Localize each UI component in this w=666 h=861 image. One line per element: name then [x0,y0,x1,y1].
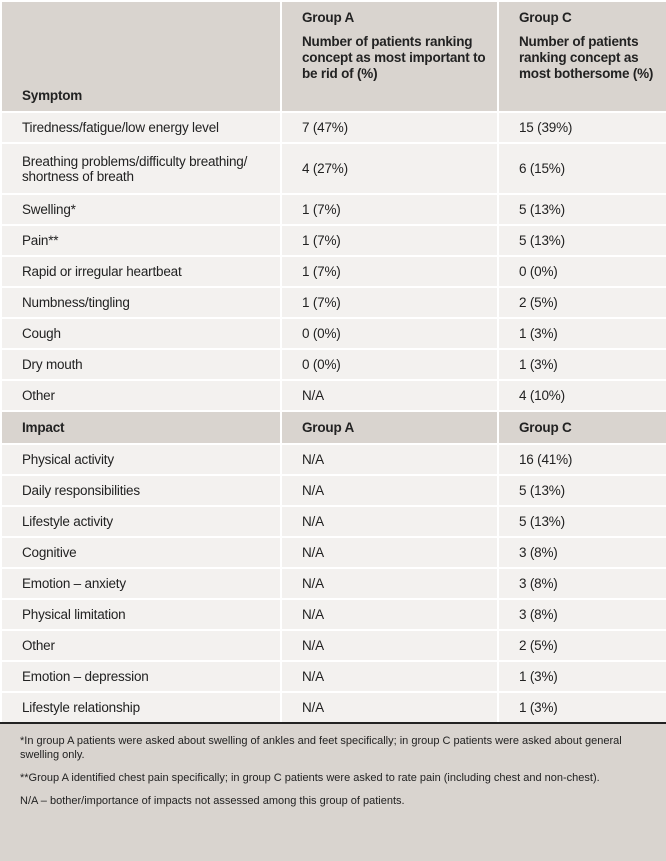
header-cell: Impact [0,410,282,445]
cell: 4 (27%) [280,142,499,195]
cell: Tiredness/fatigue/low energy level [0,111,282,144]
row: Dry mouth 0 (0%) 1 (3%) [0,348,666,381]
row: Cognitive N/A 3 (8%) [0,536,666,569]
cell: Pain** [0,224,282,257]
section-header-row: Impact Group A Group C [0,410,666,445]
cell: Daily responsibilities [0,474,282,507]
cell: Rapid or irregular heartbeat [0,255,282,288]
cell: Cognitive [0,536,282,569]
cell: Physical activity [0,443,282,476]
cell: N/A [280,629,499,662]
row: Numbness/tingling 1 (7%) 2 (5%) [0,286,666,319]
cell: 1 (7%) [280,193,499,226]
footnote: *In group A patients were asked about sw… [20,735,622,761]
table: Symptom Group A Number of patients rankin… [0,0,666,724]
header-cell: Group A [280,410,499,445]
cell: 1 (3%) [497,317,666,350]
cell: 15 (39%) [497,111,666,144]
group-desc: Number of patients ranking concept as mo… [519,34,654,81]
cell: 3 (8%) [497,536,666,569]
row: Lifestyle relationship N/A 1 (3%) [0,691,666,724]
cell: Breathing problems/difficulty breathing/… [0,142,282,195]
header-cell: Group C Number of patients ranking concep… [497,0,666,113]
cell: 1 (7%) [280,286,499,319]
header-cell: Symptom [0,0,282,113]
row: Pain** 1 (7%) 5 (13%) [0,224,666,257]
group-desc: Number of patients ranking concept as mo… [302,34,486,81]
row: Physical activity N/A 16 (41%) [0,443,666,476]
cell: N/A [280,536,499,569]
cell: 1 (3%) [497,660,666,693]
cell: Dry mouth [0,348,282,381]
cell: 5 (13%) [497,193,666,226]
cell: 0 (0%) [280,348,499,381]
footnotes: *In group A patients were asked about sw… [0,724,666,808]
cell: 5 (13%) [497,505,666,538]
row: Rapid or irregular heartbeat 1 (7%) 0 (0%) [0,255,666,288]
cell: 3 (8%) [497,598,666,631]
cell: 7 (47%) [280,111,499,144]
cell: 3 (8%) [497,567,666,600]
cell: 1 (7%) [280,224,499,257]
header-cell: Group A Number of patients ranking concep… [280,0,499,113]
cell: Swelling* [0,193,282,226]
cell: Other [0,629,282,662]
cell: N/A [280,598,499,631]
cell: 1 (3%) [497,348,666,381]
cell: N/A [280,379,499,412]
cell: 0 (0%) [280,317,499,350]
row: Other N/A 2 (5%) [0,629,666,662]
cell: 6 (15%) [497,142,666,195]
cell: 4 (10%) [497,379,666,412]
cell: Other [0,379,282,412]
cell: Physical limitation [0,598,282,631]
row: Breathing problems/difficulty breathing/… [0,142,666,195]
cell: N/A [280,567,499,600]
cell: 5 (13%) [497,474,666,507]
cell: N/A [280,660,499,693]
cell: 5 (13%) [497,224,666,257]
cell: Cough [0,317,282,350]
row: Cough 0 (0%) 1 (3%) [0,317,666,350]
cell: N/A [280,474,499,507]
footnote: **Group A identified chest pain specific… [20,772,600,784]
cell: 2 (5%) [497,286,666,319]
row: Other N/A 4 (10%) [0,379,666,412]
cell: 1 (3%) [497,691,666,724]
footnote: N/A – bother/importance of impacts not a… [20,795,405,807]
row: Daily responsibilities N/A 5 (13%) [0,474,666,507]
row: Emotion – depression N/A 1 (3%) [0,660,666,693]
cell: N/A [280,443,499,476]
cell: 2 (5%) [497,629,666,662]
cell: Emotion – depression [0,660,282,693]
cell: 1 (7%) [280,255,499,288]
cell: 16 (41%) [497,443,666,476]
row: Lifestyle activity N/A 5 (13%) [0,505,666,538]
cell: Lifestyle activity [0,505,282,538]
cell: N/A [280,505,499,538]
row: Emotion – anxiety N/A 3 (8%) [0,567,666,600]
header-row: Symptom Group A Number of patients rankin… [0,0,666,113]
cell: Emotion – anxiety [0,567,282,600]
cell: Numbness/tingling [0,286,282,319]
header-cell: Group C [497,410,666,445]
cell: N/A [280,691,499,724]
row: Swelling* 1 (7%) 5 (13%) [0,193,666,226]
row: Physical limitation N/A 3 (8%) [0,598,666,631]
cell: Lifestyle relationship [0,691,282,724]
group-title: Group A [302,10,355,25]
group-title: Group C [519,10,572,25]
cell: 0 (0%) [497,255,666,288]
row: Tiredness/fatigue/low energy level 7 (47%… [0,111,666,144]
